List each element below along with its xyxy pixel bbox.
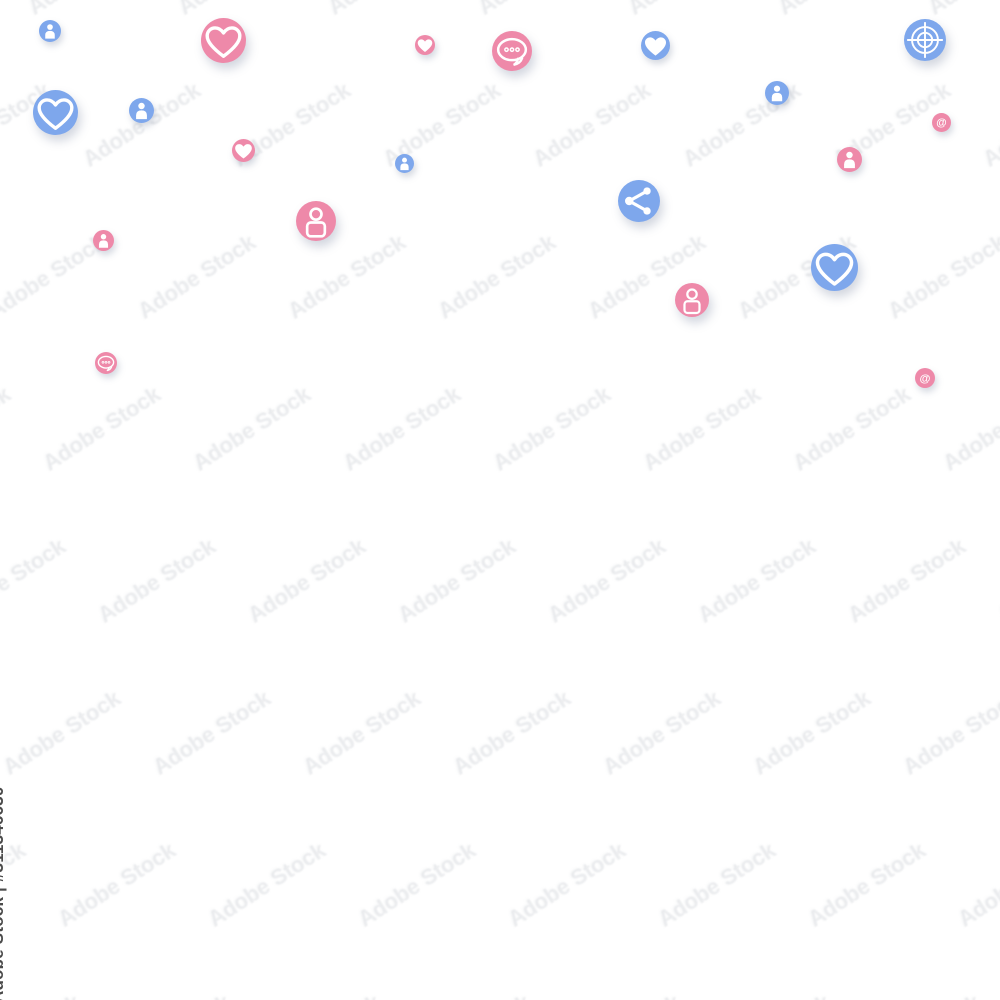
user-icon-glyph — [98, 233, 108, 248]
at-icon: @ — [915, 368, 935, 388]
watermark-id-label: Adobe Stock | #311346630 — [0, 786, 7, 1000]
user-icon-glyph — [135, 102, 147, 119]
user-icon — [39, 20, 61, 42]
user-icon — [92, 229, 114, 251]
target-icon — [904, 19, 946, 61]
user-icon — [296, 201, 336, 241]
user-icon — [394, 153, 414, 173]
heart-icon — [640, 30, 670, 60]
heart-icon — [415, 35, 435, 55]
heart-icon-glyph — [234, 143, 252, 159]
user-icon — [128, 97, 154, 123]
heart-icon — [810, 243, 858, 291]
chat-icon-glyph — [496, 37, 528, 66]
user-icon-glyph — [45, 24, 55, 39]
user-icon — [836, 146, 862, 172]
user-icon-glyph — [305, 207, 327, 238]
chat-icon-glyph — [97, 355, 115, 372]
heart-icon-glyph — [417, 39, 433, 52]
heart-icon-glyph — [205, 25, 241, 58]
at-icon-glyph: @ — [936, 117, 946, 129]
user-icon-glyph — [843, 151, 855, 168]
svg-text:@: @ — [936, 117, 946, 129]
user-icon — [675, 283, 709, 317]
user-icon-glyph — [683, 288, 701, 315]
share-icon-glyph — [625, 187, 651, 215]
heart-icon-glyph — [644, 36, 666, 56]
user-icon — [765, 81, 789, 105]
heart-icon — [32, 89, 78, 135]
target-icon-glyph — [907, 22, 943, 58]
chat-icon — [95, 352, 117, 374]
heart-icon-glyph — [37, 97, 73, 130]
heart-icon — [231, 138, 255, 162]
svg-text:@: @ — [920, 373, 931, 385]
at-icon: @ — [931, 112, 951, 132]
user-icon-glyph — [771, 85, 783, 102]
heart-icon-glyph — [815, 252, 853, 286]
chat-icon — [492, 31, 532, 71]
user-icon-glyph — [399, 157, 409, 170]
heart-icon — [200, 17, 246, 63]
at-icon-glyph: @ — [920, 373, 931, 385]
share-icon — [618, 180, 660, 222]
